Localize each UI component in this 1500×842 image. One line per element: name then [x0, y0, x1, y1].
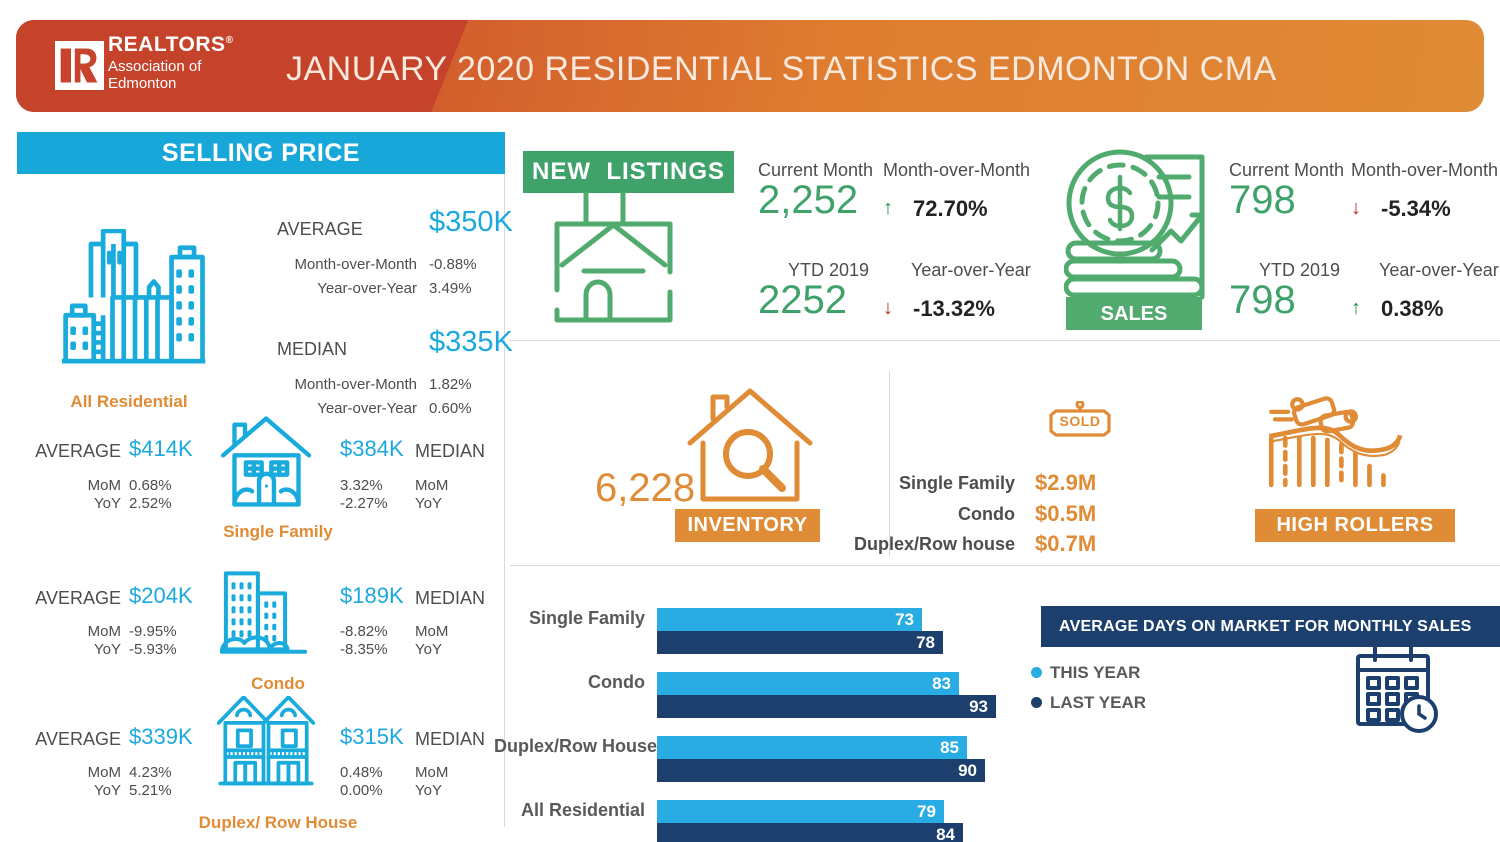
svg-text:SALES: SALES	[1101, 303, 1168, 325]
svg-text:SOLD: SOLD	[1060, 413, 1101, 429]
